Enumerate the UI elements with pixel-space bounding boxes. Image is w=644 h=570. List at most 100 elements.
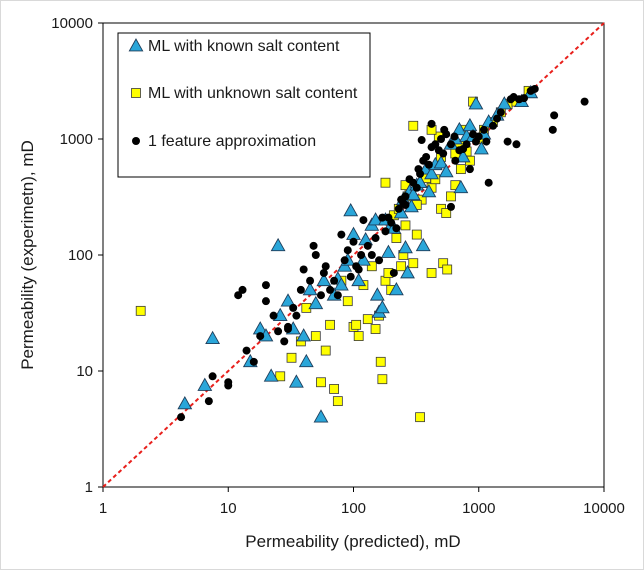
ticks-layer: 1 10 100 1000 10000 1 10 100 1000 10000	[51, 15, 625, 517]
data-point-circle	[359, 216, 368, 225]
data-point-circle	[292, 311, 301, 320]
legend-marker-square	[131, 88, 141, 98]
y-tick-label: 10	[76, 363, 93, 380]
data-point-square	[396, 261, 407, 272]
data-point-triangle	[473, 141, 489, 155]
data-point-square	[411, 229, 422, 240]
data-point-circle	[242, 346, 251, 355]
data-point-circle	[446, 140, 455, 149]
data-point-square	[408, 120, 419, 131]
data-point-circle	[548, 125, 557, 134]
data-point-square	[391, 233, 402, 243]
data-point-circle	[316, 291, 325, 300]
data-point-triangle	[346, 226, 361, 240]
data-point-circle	[550, 111, 559, 120]
data-point-circle	[424, 160, 433, 169]
data-point-circle	[306, 276, 315, 285]
x-tick-label: 10	[220, 500, 237, 517]
data-point-circle	[337, 230, 346, 239]
data-point-circle	[346, 272, 355, 281]
data-point-circle	[354, 265, 363, 274]
y-axis-title: Permeability (experimetn), mD	[18, 140, 37, 370]
data-point-circle	[249, 357, 258, 366]
data-point-triangle	[380, 244, 396, 258]
data-point-circle	[238, 285, 247, 294]
data-point-circle	[224, 378, 233, 387]
data-point-circle	[387, 218, 396, 227]
data-point-circle	[204, 397, 213, 406]
data-point-circle	[367, 251, 376, 259]
data-point-square	[375, 356, 386, 367]
data-point-triangle	[424, 165, 439, 180]
legend-marker-circle	[132, 137, 140, 145]
data-point-circle	[234, 291, 243, 300]
data-point-triangle	[356, 252, 371, 266]
data-point-triangle	[415, 237, 431, 252]
data-point-circle	[343, 246, 352, 255]
legend-label-unknown-salt: ML with unknown salt content	[148, 85, 358, 102]
data-point-triangle	[400, 265, 415, 279]
data-point-triangle	[388, 281, 404, 296]
data-point-square	[362, 314, 373, 325]
data-point-square	[342, 296, 353, 307]
data-point-circle	[311, 251, 320, 259]
data-point-circle	[321, 262, 330, 271]
data-point-square	[353, 331, 364, 341]
data-point-square	[442, 264, 453, 275]
data-point-square	[286, 352, 297, 363]
data-point-triangle	[298, 353, 314, 368]
data-point-square	[380, 177, 391, 188]
data-point-triangle	[205, 330, 221, 345]
data-point-square	[377, 374, 388, 385]
data-point-triangle	[369, 287, 385, 301]
data-point-triangle	[351, 272, 367, 287]
data-point-triangle	[280, 293, 296, 307]
data-point-circle	[378, 213, 387, 222]
data-point-circle	[261, 297, 270, 306]
data-point-circle	[333, 291, 342, 300]
data-point-circle	[503, 137, 512, 146]
data-point-circle	[357, 251, 366, 259]
y-tick-label: 10000	[51, 15, 93, 32]
legend-label-known-salt: ML with known salt content	[148, 38, 340, 55]
legend-markers	[128, 38, 144, 145]
data-point-triangle	[270, 237, 286, 252]
data-point-square	[446, 191, 456, 202]
data-point-triangle	[313, 409, 329, 423]
data-point-square	[316, 377, 326, 388]
data-point-circle	[580, 97, 589, 106]
data-point-square	[366, 261, 377, 272]
data-point-circle	[381, 227, 390, 236]
data-point-circle	[437, 135, 446, 143]
data-point-circle	[401, 200, 410, 209]
data-point-square	[325, 319, 335, 330]
data-point-triangle	[343, 202, 359, 217]
data-point-circle	[330, 276, 339, 285]
data-point-triangle	[453, 179, 469, 194]
data-point-circle	[520, 94, 529, 103]
data-point-circle	[479, 125, 488, 134]
data-point-circle	[493, 114, 502, 123]
data-point-circle	[326, 285, 335, 294]
data-point-circle	[340, 256, 349, 265]
data-point-triangle	[433, 155, 449, 169]
data-point-triangle	[496, 96, 512, 110]
data-point-triangle	[288, 374, 304, 388]
data-point-circle	[484, 178, 493, 187]
data-point-square	[310, 331, 321, 341]
data-point-square	[455, 164, 466, 175]
data-point-circle	[496, 108, 505, 117]
data-point-triangle	[374, 299, 390, 314]
data-point-circle	[439, 149, 448, 158]
data-point-circle	[299, 265, 308, 274]
data-point-square	[408, 258, 419, 269]
data-point-circle	[363, 241, 372, 250]
data-point-circle	[375, 256, 384, 265]
series-circle-points	[177, 84, 589, 422]
data-point-square	[415, 412, 425, 423]
data-point-triangle	[263, 368, 279, 382]
data-point-circle	[280, 337, 289, 346]
data-point-circle	[446, 202, 455, 211]
y-tick-label: 100	[68, 247, 93, 264]
